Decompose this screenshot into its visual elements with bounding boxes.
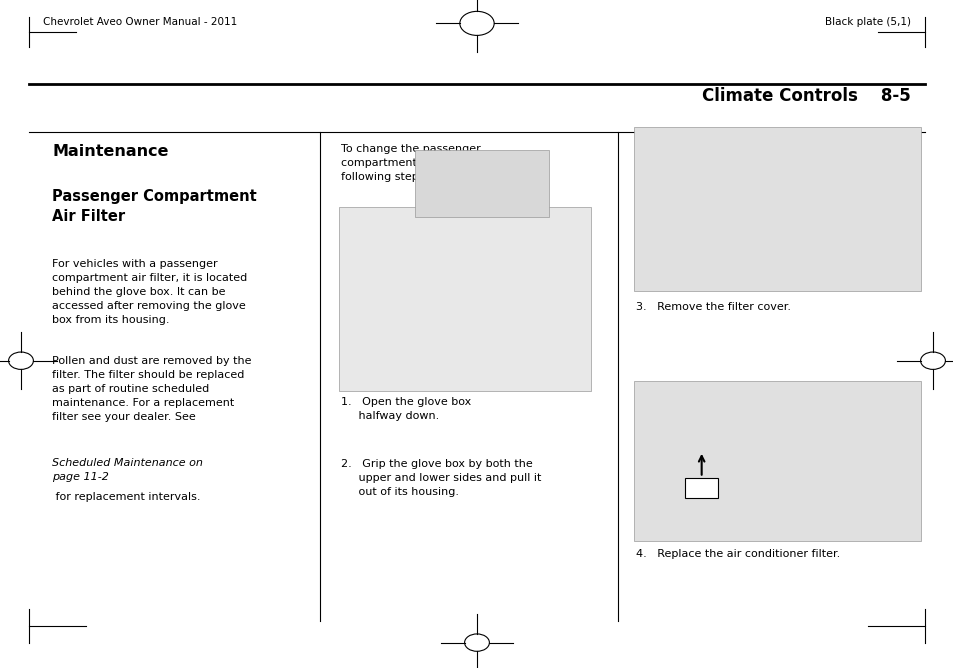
- Text: Climate Controls    8-5: Climate Controls 8-5: [701, 87, 910, 105]
- Text: Maintenance: Maintenance: [52, 144, 169, 158]
- Text: UP: UP: [694, 479, 708, 488]
- Text: for replacement intervals.: for replacement intervals.: [52, 492, 201, 502]
- Text: 4.   Replace the air conditioner filter.: 4. Replace the air conditioner filter.: [636, 549, 840, 559]
- FancyBboxPatch shape: [415, 150, 548, 217]
- FancyBboxPatch shape: [634, 381, 920, 541]
- Text: 3.   Remove the filter cover.: 3. Remove the filter cover.: [636, 302, 790, 312]
- Text: Black plate (5,1): Black plate (5,1): [824, 17, 910, 27]
- Text: 1.   Open the glove box
     halfway down.: 1. Open the glove box halfway down.: [340, 397, 471, 422]
- Text: 2.   Grip the glove box by both the
     upper and lower sides and pull it
     : 2. Grip the glove box by both the upper …: [340, 459, 540, 497]
- Text: Pollen and dust are removed by the
filter. The filter should be replaced
as part: Pollen and dust are removed by the filte…: [52, 356, 252, 422]
- Text: Passenger Compartment
Air Filter: Passenger Compartment Air Filter: [52, 189, 257, 224]
- FancyBboxPatch shape: [634, 127, 920, 291]
- Text: Scheduled Maintenance on
page 11-2: Scheduled Maintenance on page 11-2: [52, 458, 203, 482]
- Text: Chevrolet Aveo Owner Manual - 2011: Chevrolet Aveo Owner Manual - 2011: [43, 17, 237, 27]
- FancyBboxPatch shape: [338, 207, 591, 391]
- Text: To change the passenger
compartment air filter, use the
following steps:: To change the passenger compartment air …: [340, 144, 513, 182]
- Text: For vehicles with a passenger
compartment air filter, it is located
behind the g: For vehicles with a passenger compartmen…: [52, 259, 248, 325]
- FancyBboxPatch shape: [684, 478, 718, 498]
